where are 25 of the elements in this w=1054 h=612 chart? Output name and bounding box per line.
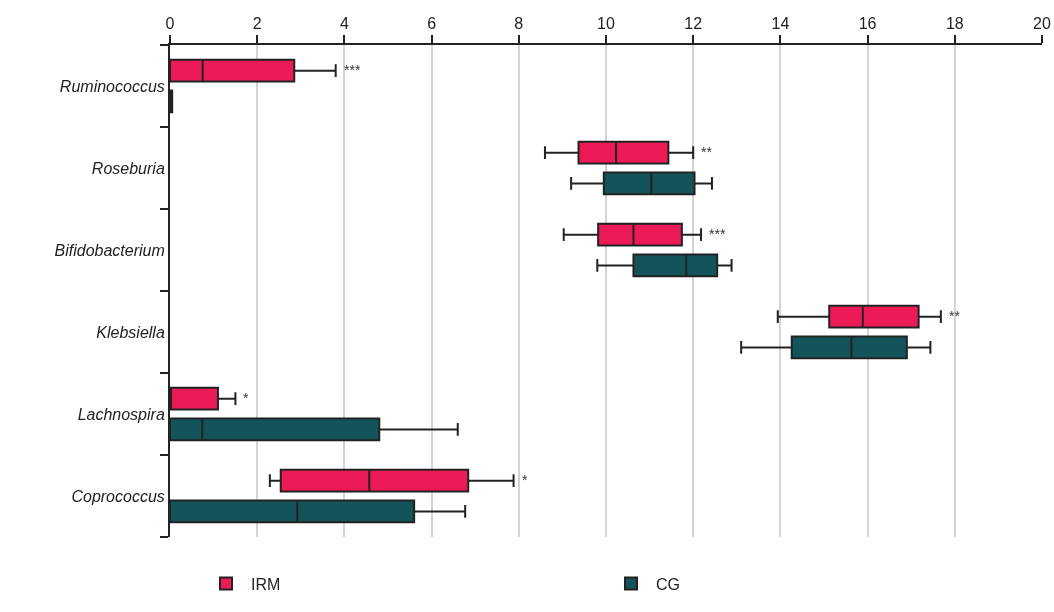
x-tick-label: 14 (771, 14, 790, 32)
x-tick-label: 20 (1033, 14, 1051, 32)
x-tick-label: 8 (514, 14, 524, 32)
legend-label: IRM (251, 575, 281, 593)
x-tick-label: 4 (339, 14, 349, 32)
legend-label: CG (656, 575, 680, 593)
x-tick-label: 18 (945, 14, 964, 32)
annotation: * (522, 472, 528, 488)
annotation: * (243, 390, 249, 406)
x-tick-label: 16 (858, 14, 877, 32)
y-tick-label: Bifidobacterium (54, 241, 165, 259)
y-tick-label: Klebsiella (96, 323, 165, 341)
y-tick-label: Lachnospira (77, 405, 165, 423)
y-tick-label: Ruminococcus (59, 77, 165, 95)
annotation: *** (344, 62, 361, 78)
annotation: ** (949, 308, 961, 324)
x-tick-label: 12 (684, 14, 703, 32)
x-tick-label: 6 (427, 14, 437, 32)
x-tick-label: 10 (597, 14, 615, 32)
annotation: ** (701, 144, 713, 160)
annotation: *** (709, 226, 726, 242)
y-tick-label: Coprococcus (71, 487, 165, 505)
x-tick-label: 2 (252, 14, 262, 32)
x-tick-label: 0 (165, 14, 175, 32)
y-tick-label: Roseburia (91, 159, 165, 177)
